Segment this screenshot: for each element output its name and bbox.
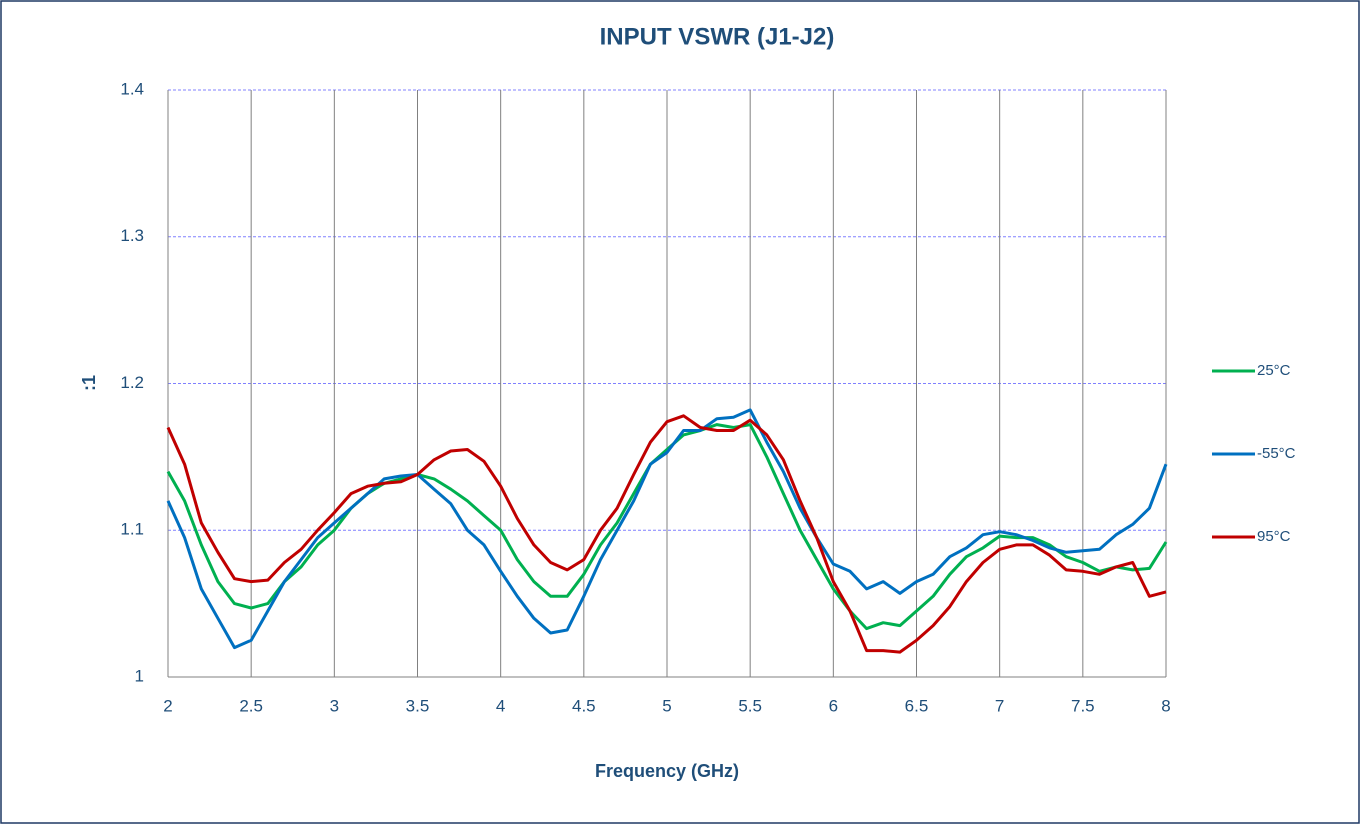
y-tick-label: 1.3 bbox=[120, 226, 144, 245]
y-tick-label: 1.2 bbox=[120, 373, 144, 392]
x-tick-label: 2.5 bbox=[239, 696, 263, 715]
x-tick-label: 4.5 bbox=[572, 696, 596, 715]
x-tick-label: 8 bbox=[1161, 696, 1170, 715]
x-tick-label: 4 bbox=[496, 696, 505, 715]
y-tick-label: 1 bbox=[135, 666, 144, 685]
x-tick-label: 3 bbox=[330, 696, 339, 715]
series-line bbox=[166, 423, 1168, 631]
series-line bbox=[166, 408, 1168, 650]
x-tick-label: 5 bbox=[662, 696, 671, 715]
y-tick-label: 1.4 bbox=[120, 79, 144, 98]
chart-title: INPUT VSWR (J1-J2) bbox=[600, 23, 835, 50]
legend-label: 25°C bbox=[1257, 362, 1291, 379]
x-tick-label: 5.5 bbox=[738, 696, 762, 715]
series-line bbox=[166, 414, 1167, 654]
x-axis-label: Frequency (GHz) bbox=[595, 761, 739, 781]
x-tick-label: 3.5 bbox=[406, 696, 430, 715]
legend-label: -55°C bbox=[1257, 445, 1296, 462]
x-tick-label: 6 bbox=[829, 696, 838, 715]
x-tick-label: 7.5 bbox=[1071, 696, 1095, 715]
y-tick-label: 1.1 bbox=[120, 520, 144, 539]
legend-label: 95°C bbox=[1257, 528, 1291, 545]
x-tick-label: 7 bbox=[995, 696, 1004, 715]
y-axis-label: :1 bbox=[79, 375, 99, 391]
x-tick-label: 2 bbox=[163, 696, 172, 715]
x-tick-label: 6.5 bbox=[905, 696, 929, 715]
